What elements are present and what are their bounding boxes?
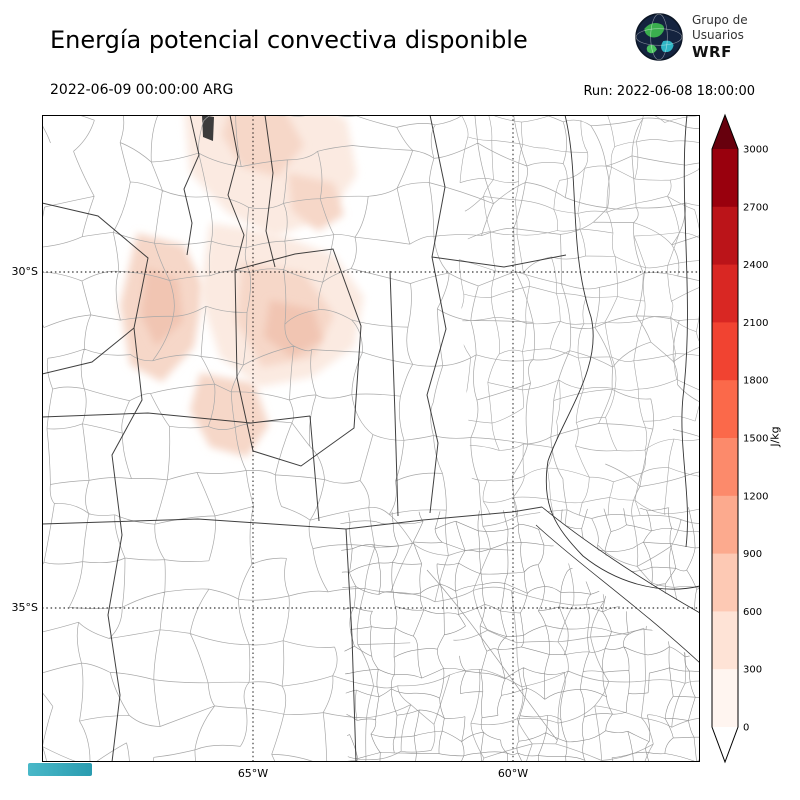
watermark-strip (28, 763, 92, 776)
logo-text-line2: Usuarios (692, 28, 748, 43)
colorbar-tick-label: 300 (743, 665, 762, 676)
colorbar-segment-9 (712, 669, 738, 727)
graticule-gridlines (42, 115, 700, 762)
colorbar-segment-8 (712, 611, 738, 669)
cape-map-figure: Energía potencial convectiva disponible … (0, 0, 800, 800)
figure-title: Energía potencial convectiva disponible (50, 26, 528, 54)
wrf-logo: Grupo de Usuarios WRF (634, 12, 748, 62)
colorbar-segment-0 (712, 149, 738, 207)
colorbar-tick-label: 2100 (743, 318, 768, 329)
lon-tick-label-65w: 65°W (233, 767, 273, 780)
colorbar: 30002700240021001800150012009006003000 (712, 115, 772, 762)
colorbar-arrow-top (712, 115, 738, 149)
lat-tick-label-30s: 30°S (6, 265, 38, 278)
valid-time-label: 2022-06-09 00:00:00 ARG (50, 82, 233, 98)
run-time-label: Run: 2022-06-08 18:00:00 (583, 84, 755, 99)
colorbar-tick-label: 2700 (743, 202, 768, 213)
colorbar-tick-label: 600 (743, 607, 762, 618)
colorbar-segment-1 (712, 207, 738, 265)
map-frame (43, 116, 700, 762)
salado-river-line (427, 570, 557, 740)
colorbar-tick-label: 1200 (743, 491, 768, 502)
logo-text-line1: Grupo de (692, 13, 748, 28)
colorbar-unit-label: J/kg (769, 417, 782, 457)
logo-text: Grupo de Usuarios WRF (692, 13, 748, 62)
department-boundaries-mesh-ne (457, 115, 701, 540)
colorbar-tick-label: 900 (743, 549, 762, 560)
colorbar-tick-label: 1500 (743, 434, 768, 445)
colorbar-segment-7 (712, 554, 738, 612)
cape-shading-blob (190, 373, 269, 457)
colorbar-segment-3 (712, 322, 738, 380)
colorbar-segment-4 (712, 380, 738, 438)
colorbar-tick-label: 1800 (743, 376, 768, 387)
colorbar-segment-2 (712, 265, 738, 323)
colorbar-segment-6 (712, 496, 738, 554)
colorbar-tick-label: 3000 (743, 145, 768, 156)
logo-text-line3: WRF (692, 43, 748, 62)
colorbar-arrow-bottom (712, 727, 738, 762)
cape-extreme-spot (202, 115, 214, 141)
department-boundaries-mesh (42, 115, 700, 762)
lat-tick-label-35s: 35°S (6, 601, 38, 614)
colorbar-segment-5 (712, 438, 738, 496)
globe-icon (634, 12, 684, 62)
lon-tick-label-60w: 60°W (493, 767, 533, 780)
colorbar-tick-label: 0 (743, 723, 749, 734)
map-canvas (42, 115, 700, 762)
rio-de-la-plata (536, 507, 700, 663)
colorbar-tick-label: 2400 (743, 260, 768, 271)
